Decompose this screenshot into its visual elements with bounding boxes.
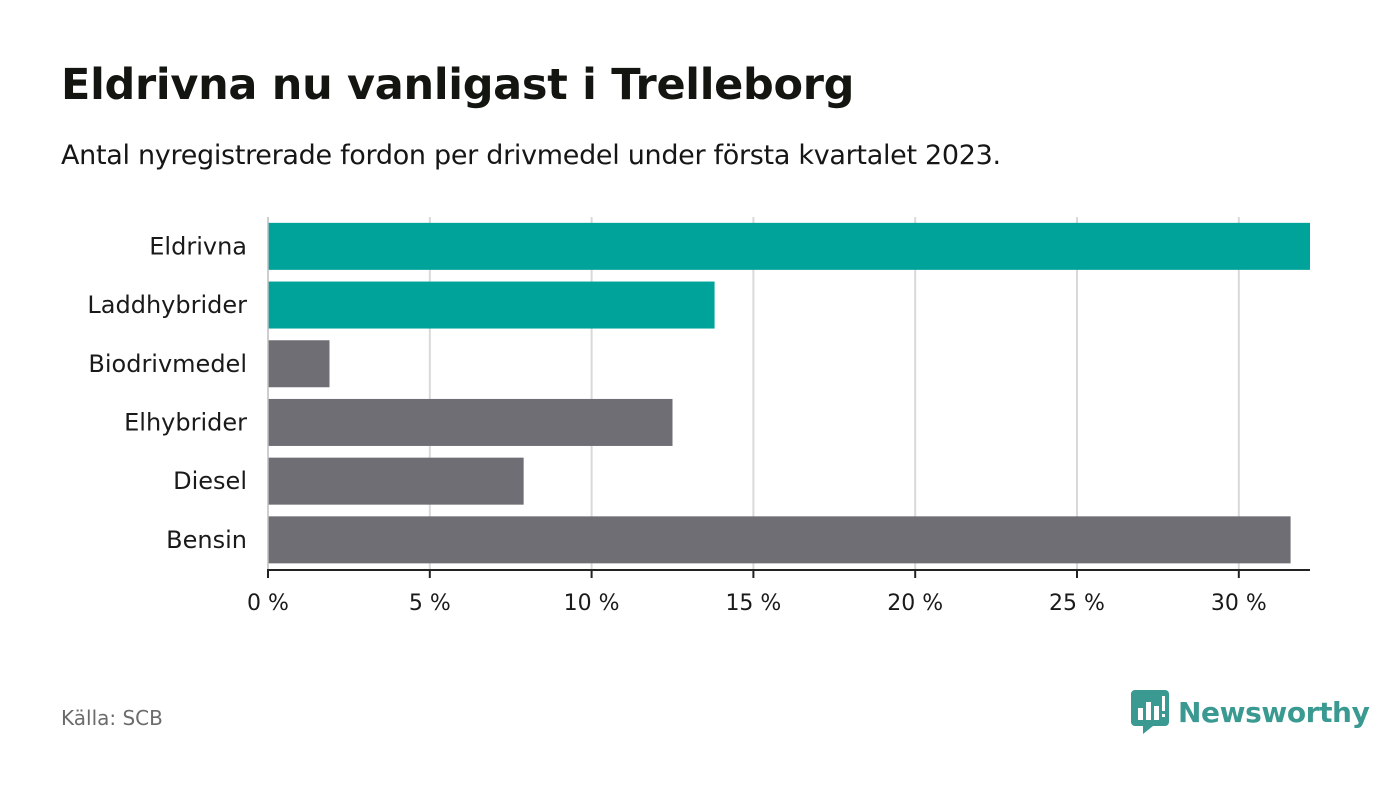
bar-bensin — [268, 516, 1291, 564]
gridlines — [428, 217, 1240, 570]
category-label: Diesel — [173, 467, 247, 495]
category-label: Elhybrider — [124, 408, 247, 436]
category-label: Biodrivmedel — [88, 350, 247, 378]
bar-diesel — [268, 457, 524, 505]
newsworthy-logo-icon — [1131, 690, 1169, 734]
x-tick-label: 20 % — [887, 591, 943, 616]
x-tick-label: 5 % — [409, 591, 451, 616]
chart-title: Eldrivna nu vanligast i Trelleborg — [61, 60, 855, 110]
bar-chart: Eldrivna Laddhybrider Biodrivmedel Elhybrid… — [87, 217, 1310, 616]
x-axis: 0 % 5 % 10 % 15 % 20 % 25 % 30 % — [247, 217, 1310, 616]
x-tick-label: 15 % — [725, 591, 781, 616]
source-note: Källa: SCB — [61, 706, 163, 730]
x-tick-label: 30 % — [1211, 591, 1267, 616]
x-tick-label: 0 % — [247, 591, 289, 616]
category-label: Bensin — [166, 526, 247, 554]
category-label: Eldrivna — [149, 232, 247, 260]
bar-biodrivmedel — [268, 340, 330, 388]
category-labels: Eldrivna Laddhybrider Biodrivmedel Elhybrid… — [87, 232, 247, 553]
bar-eldrivna — [268, 222, 1310, 270]
x-tick-label: 10 % — [564, 591, 620, 616]
bar-laddhybrider — [268, 281, 715, 329]
bar-elhybrider — [268, 398, 673, 446]
bars — [268, 222, 1310, 564]
x-tick-label: 25 % — [1049, 591, 1105, 616]
chart-subtitle: Antal nyregistrerade fordon per drivmede… — [61, 140, 1001, 171]
brand-name: Newsworthy — [1178, 695, 1370, 729]
brand-logo[interactable]: Newsworthy — [1131, 690, 1370, 734]
category-label: Laddhybrider — [87, 291, 247, 319]
